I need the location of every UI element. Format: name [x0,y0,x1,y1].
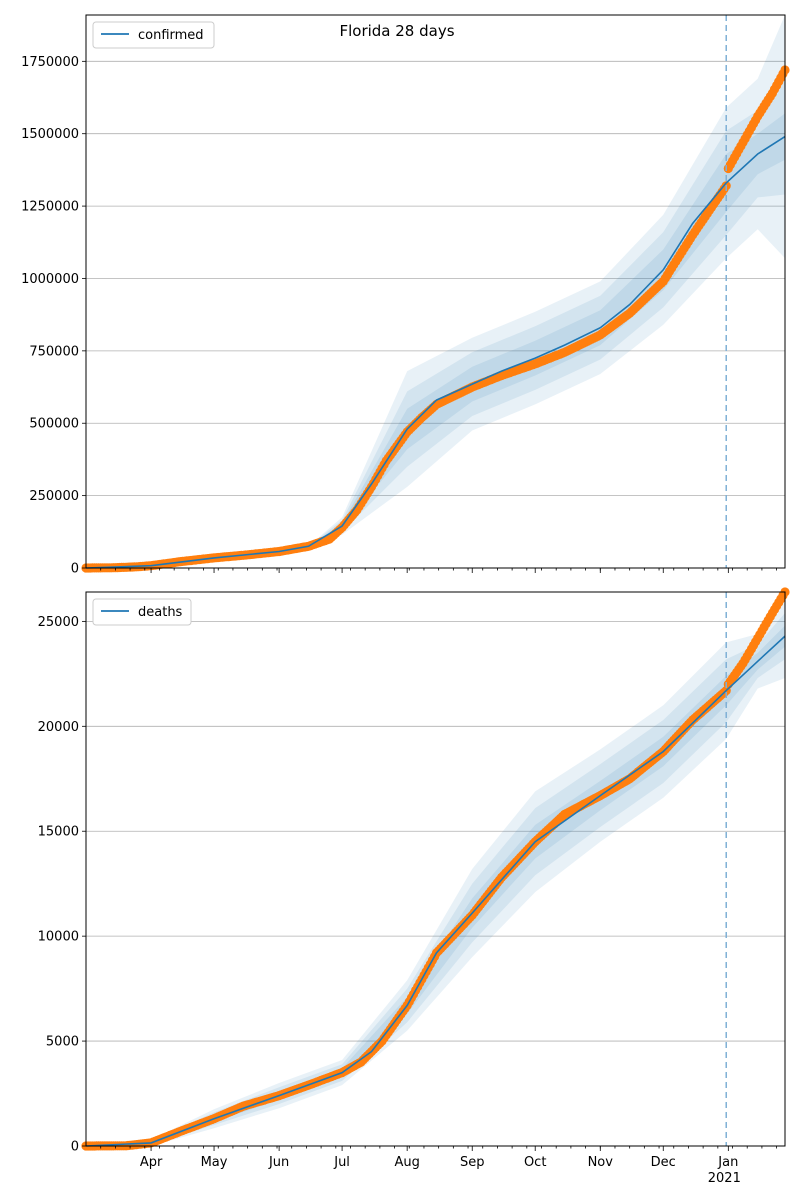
deaths-x-axis: Apr May Jun Jul Aug Sep Oct Nov Dec Jan [101,1146,777,1170]
x-tick-label: Aug [394,1155,419,1170]
y-tick-label: 15000 [38,825,79,840]
x-tick-label: Jan [717,1155,738,1170]
x-tick-label: Nov [588,1155,614,1170]
deaths-observed-points [81,587,789,1150]
uncertainty-band [86,15,785,568]
y-tick-label: 5000 [46,1035,79,1050]
y-tick-label: 500000 [29,417,79,432]
y-tick-label: 750000 [29,344,79,359]
y-tick-label: 20000 [38,720,79,735]
deaths-legend: deaths [93,599,191,625]
deaths-y-axis: 0 5000 10000 15000 20000 25000 [38,615,86,1155]
uncertainty-band [86,113,785,568]
confirmed-x-axis [101,568,777,573]
y-tick-label: 1000000 [21,272,79,287]
y-tick-label: 1750000 [21,55,79,70]
confirmed-legend: confirmed [93,22,214,48]
uncertainty-band [86,594,785,1146]
confirmed-panel: 0 250000 500000 750000 1000000 1250000 1500000… [21,15,790,577]
uncertainty-band [86,79,785,568]
x-tick-label: Jul [333,1155,350,1170]
confirmed-observed-points [81,65,789,572]
x-year-label: 2021 [708,1171,741,1186]
figure-title: Florida 28 days [339,22,454,40]
legend-label: confirmed [138,28,204,43]
confirmed-gridlines [86,61,785,568]
deaths-panel: 0 5000 10000 15000 20000 25000 Apr May Jun Jul Au… [38,587,790,1170]
deaths-uncertainty-bands [86,594,785,1146]
y-tick-label: 1250000 [21,200,79,215]
confirmed-uncertainty-bands [86,15,785,568]
confirmed-y-axis: 0 250000 500000 750000 1000000 1250000 1500000… [21,55,86,577]
y-tick-label: 0 [71,562,79,577]
x-tick-label: Sep [460,1155,485,1170]
y-tick-label: 1500000 [21,127,79,142]
x-tick-label: Jun [268,1155,289,1170]
x-tick-label: May [201,1155,228,1170]
x-tick-label: Apr [140,1155,163,1170]
y-tick-label: 25000 [38,615,79,630]
x-tick-label: Oct [524,1155,546,1170]
deaths-plot-frame [86,592,785,1146]
y-tick-label: 10000 [38,930,79,945]
y-tick-label: 250000 [29,489,79,504]
x-tick-label: Dec [651,1155,676,1170]
y-tick-label: 0 [71,1140,79,1155]
legend-label: deaths [138,605,183,620]
